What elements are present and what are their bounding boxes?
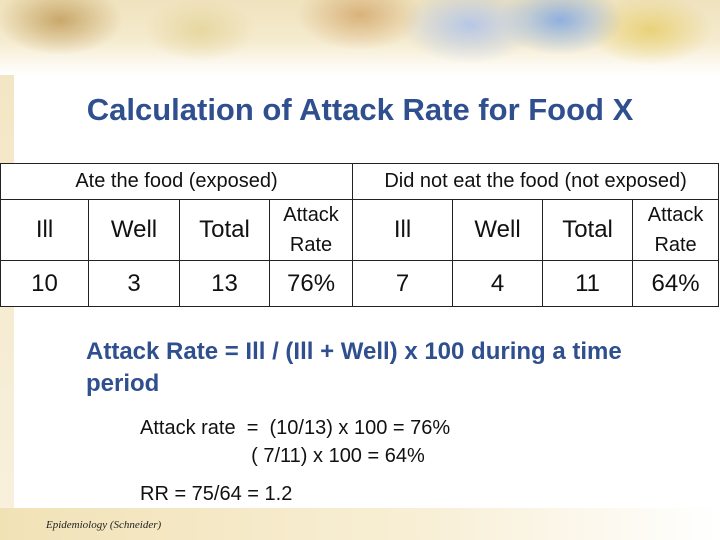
- header-ill-exposed: Ill: [0, 199, 89, 261]
- calculation-line-1: Attack rate = (10/13) x 100 = 76%: [140, 417, 451, 439]
- header-rate-word: Rate: [654, 234, 697, 256]
- header-well-unexposed: Well: [452, 199, 544, 261]
- decorative-left-strip: [0, 75, 14, 540]
- table-header-row: Ill Well Total Attack Rate Ill Well Tota…: [0, 199, 720, 261]
- header-total-exposed: Total: [179, 199, 270, 261]
- table-group-row: Ate the food (exposed) Did not eat the f…: [0, 163, 720, 200]
- exposed-total-value: 13: [179, 260, 270, 307]
- calculation-block: Attack rate = (10/13) x 100 = 76% ( 7/11…: [140, 414, 640, 508]
- calculation-line-2: ( 7/11) x 100 = 64%: [140, 445, 425, 467]
- header-attack-word: Attack: [647, 204, 704, 226]
- exposed-attack-rate-value: 76%: [268, 260, 354, 307]
- table-values-row: 10 3 13 76% 7 4 11 64%: [0, 260, 720, 307]
- relative-risk-line: RR = 75/64 = 1.2: [140, 483, 293, 505]
- unexposed-ill-value: 7: [352, 260, 454, 307]
- header-total-unexposed: Total: [542, 199, 634, 261]
- slide-title: Calculation of Attack Rate for Food X: [86, 92, 634, 127]
- unexposed-group-label: Did not eat the food (not exposed): [352, 163, 720, 200]
- unexposed-well-value: 4: [452, 260, 544, 307]
- attack-rate-formula: Attack Rate = Ill / (Ill + Well) x 100 d…: [86, 338, 622, 397]
- header-attack-rate-exposed: Attack Rate: [268, 199, 354, 261]
- unexposed-attack-rate-value: 64%: [632, 260, 720, 307]
- header-well-exposed: Well: [88, 199, 180, 261]
- exposed-well-value: 3: [88, 260, 180, 307]
- exposed-group-label: Ate the food (exposed): [0, 163, 354, 200]
- exposed-ill-value: 10: [0, 260, 89, 307]
- header-attack-rate-unexposed: Attack Rate: [632, 199, 720, 261]
- unexposed-total-value: 11: [542, 260, 634, 307]
- attack-rate-table: Ate the food (exposed) Did not eat the f…: [0, 163, 720, 307]
- decorative-bottom-strip: [0, 508, 720, 540]
- header-attack-word: Attack: [283, 204, 339, 226]
- header-ill-unexposed: Ill: [352, 199, 454, 261]
- footer-credit: Epidemiology (Schneider): [46, 519, 162, 531]
- decorative-banner: [0, 0, 720, 75]
- header-rate-word: Rate: [289, 234, 333, 256]
